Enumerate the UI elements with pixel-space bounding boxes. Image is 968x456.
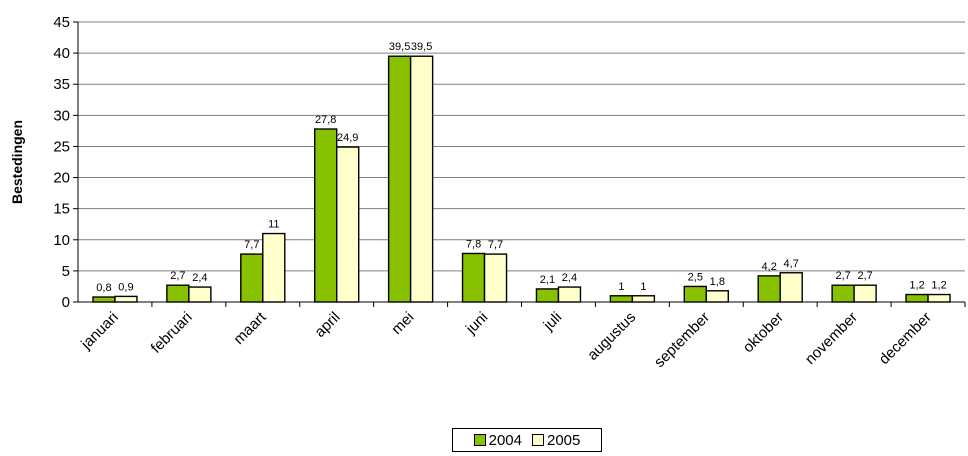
bar-2004-april [314,128,338,303]
category-label-september: september [651,309,713,371]
category-label-augustus: augustus [584,309,639,364]
bar-2005-maart [262,232,286,303]
bar-2004-maart [240,253,264,303]
bar-2005-augustus [631,295,656,303]
legend: 2004 2005 [452,428,602,452]
legend-label-2005: 2005 [547,431,581,449]
data-label-2004-april: 27,8 [315,114,336,126]
data-label-2005-februari: 2,4 [192,272,207,284]
bar-2004-november [831,284,855,303]
y-tick-label: 40 [53,45,70,62]
data-label-2004-november: 2,7 [835,270,850,282]
data-label-2005-mei: 39,5 [411,41,432,53]
data-label-2005-juni: 7,7 [488,239,503,251]
bars [92,55,951,303]
data-label-2005-maart: 11 [268,219,279,231]
y-tick-label: 5 [62,263,70,280]
data-label-2005-september: 1,8 [710,276,725,288]
bar-2005-juni [483,253,508,303]
y-axis-label: Bestedingen [9,120,25,204]
category-label-juli: juli [540,309,566,335]
bar-2005-juli [557,286,582,303]
y-axis-ticks: 0 5 10 15 20 25 30 35 40 45 [53,14,78,311]
data-label-2004-december: 1,2 [909,280,924,292]
gridlines [78,21,965,272]
y-tick-label: 30 [53,107,70,124]
data-label-2005-augustus: 1 [640,281,646,293]
data-label-2004-februari: 2,7 [170,270,185,282]
y-tick-label: 25 [53,138,70,155]
category-label-april: april [311,309,343,341]
data-label-2004-maart: 7,7 [244,239,259,251]
data-label-2005-januari: 0,9 [118,281,133,293]
data-label-2004-januari: 0,8 [96,282,111,294]
data-label-2005-oktober: 4,7 [784,258,799,270]
bar-2004-augustus [609,295,634,303]
category-label-mei: mei [388,309,417,338]
y-tick-label: 20 [53,170,70,187]
bar-2005-januari [114,295,138,303]
y-tick-label: 35 [53,76,70,93]
legend-swatch-2005 [532,434,544,446]
category-label-november: november [802,309,861,368]
legend-swatch-2004 [473,434,486,446]
data-label-2004-juli: 2,1 [540,274,555,286]
bar-2005-mei [409,55,434,303]
y-tick-label: 0 [62,294,70,311]
legend-item-2005: 2005 [532,432,580,449]
data-label-2004-mei: 39,5 [389,41,410,53]
category-label-oktober: oktober [740,309,787,356]
data-label-2005-november: 2,7 [857,270,872,282]
bar-2005-april [336,146,360,303]
category-label-maart: maart [230,308,270,348]
y-tick-label: 10 [53,232,70,249]
bar-2004-januari [92,296,116,303]
data-label-2004-september: 2,5 [688,271,703,283]
category-label-december: december [876,309,935,368]
category-label-februari: februari [148,309,196,357]
legend-item-2004: 2004 [473,431,522,449]
category-label-juni: juni [462,309,491,338]
bar-2004-mei [387,55,412,303]
bar-2004-juli [535,288,560,303]
bar-2004-oktober [757,275,781,303]
bar-2004-september [683,285,707,303]
bar-2005-oktober [779,272,803,303]
data-label-2004-oktober: 4,2 [762,261,777,273]
bar-2004-december [905,293,929,303]
bar-2004-februari [166,284,190,303]
data-label-2005-december: 1,2 [931,280,946,292]
data-label-2005-april: 24,9 [337,132,358,144]
category-labels: januari februari maart april mei juni juli augu… [77,302,966,371]
bar-2005-december [927,293,951,303]
category-label-januari: januari [77,309,122,354]
y-tick-label: 45 [53,14,70,31]
data-label-2005-juli: 2,4 [562,272,577,284]
data-label-2004-juni: 7,8 [466,238,481,250]
bar-2005-september [705,290,729,303]
bar-2004-juni [461,252,486,303]
y-tick-label: 15 [53,201,70,218]
data-label-2004-augustus: 1 [618,281,624,293]
bar-2005-november [853,284,877,303]
bar-2005-februari [188,286,212,303]
legend-label-2004: 2004 [488,431,522,449]
